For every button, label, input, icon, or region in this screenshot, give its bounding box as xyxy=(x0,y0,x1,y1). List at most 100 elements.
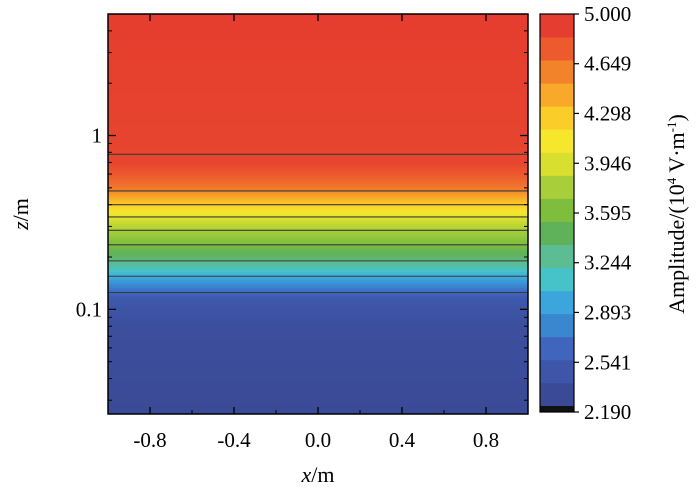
heatmap-strip xyxy=(108,122,528,125)
heatmap-strip xyxy=(108,96,528,99)
heatmap-strip xyxy=(108,298,528,301)
heatmap-strip xyxy=(108,182,528,185)
heatmap-strip xyxy=(108,398,528,401)
colorbar-band xyxy=(540,359,574,384)
heatmap-strip xyxy=(108,236,528,239)
colorbar-band xyxy=(540,152,574,176)
heatmap-strip xyxy=(108,86,528,89)
heatmap-strip xyxy=(108,118,528,121)
x-tick-label: 0.4 xyxy=(389,428,416,452)
heatmap-strip xyxy=(108,250,528,253)
heatmap-strip xyxy=(108,204,528,207)
heatmap-strip xyxy=(108,150,528,153)
colorbar-tick-label: 3.595 xyxy=(584,201,631,225)
x-axis-ticks: -0.8 -0.4 0.0 0.4 0.8 xyxy=(107,14,529,452)
heatmap-strip xyxy=(108,278,528,281)
heatmap-strip xyxy=(108,394,528,397)
colorbar-tick-label: 2.190 xyxy=(584,400,631,424)
heatmap-strip xyxy=(108,344,528,347)
heatmap-strip xyxy=(108,402,528,405)
heatmap-strip xyxy=(108,74,528,77)
heatmap-strip xyxy=(108,210,528,213)
heatmap-strip xyxy=(108,370,528,373)
heatmap-strip xyxy=(108,356,528,359)
colorbar-ticks: 5.000 4.649 4.298 3.946 3.595 3.244 2.893 2.541… xyxy=(574,2,632,424)
heatmap-strip xyxy=(108,294,528,297)
heatmap-strip xyxy=(108,28,528,31)
y-axis-label-unit: /m xyxy=(8,198,33,221)
heatmap-strip xyxy=(108,108,528,111)
heatmap-strip xyxy=(108,116,528,119)
heatmap-strip xyxy=(108,142,528,145)
colorbar-tick-label: 2.541 xyxy=(584,350,631,374)
heatmap-strip xyxy=(108,224,528,227)
heatmap-strip xyxy=(108,152,528,155)
heatmap-strip xyxy=(108,94,528,97)
colorbar xyxy=(540,14,574,412)
heatmap-strip xyxy=(108,186,528,189)
heatmap-strip xyxy=(108,126,528,129)
colorbar-tick-label: 3.244 xyxy=(584,251,632,275)
heatmap-strip xyxy=(108,54,528,57)
heatmap-strip xyxy=(108,84,528,87)
heatmap-strip xyxy=(108,112,528,115)
x-tick-label: 0.8 xyxy=(473,428,499,452)
colorbar-label-mid: V·m xyxy=(664,132,689,177)
heatmap-strip xyxy=(108,340,528,343)
y-axis-ticks: 0.11 xyxy=(76,13,528,401)
heatmap-strip xyxy=(108,176,528,179)
heatmap-strip xyxy=(108,194,528,197)
heatmap-strip xyxy=(108,102,528,105)
colorbar-tick-label: 3.946 xyxy=(584,151,631,175)
heatmap-strip xyxy=(108,354,528,357)
heatmap-strip xyxy=(108,350,528,353)
heatmap-strip xyxy=(108,376,528,379)
heatmap-strip xyxy=(108,36,528,39)
heatmap-strip xyxy=(108,368,528,371)
heatmap-strip xyxy=(108,254,528,257)
heatmap-strip xyxy=(108,272,528,275)
heatmap-strip xyxy=(108,338,528,341)
heatmap-strip xyxy=(108,188,528,191)
heatmap-strip xyxy=(108,56,528,59)
colorbar-band xyxy=(540,244,574,269)
heatmap-strip xyxy=(108,276,528,279)
colorbar-tick-label: 2.893 xyxy=(584,300,631,324)
heatmap-strip xyxy=(108,200,528,203)
heatmap-strip xyxy=(108,252,528,255)
colorbar-band xyxy=(540,221,574,245)
y-axis-label-var: z xyxy=(8,221,33,231)
heatmap-strip xyxy=(108,386,528,389)
heatmap-strip xyxy=(108,348,528,351)
colorbar-label-end: ) xyxy=(664,114,689,121)
heatmap-strip xyxy=(108,246,528,249)
heatmap-strip xyxy=(108,60,528,63)
heatmap-strip xyxy=(108,76,528,79)
heatmap-strip xyxy=(108,160,528,163)
heatmap-strip xyxy=(108,310,528,313)
colorbar-band xyxy=(540,382,574,407)
heatmap-strip xyxy=(108,22,528,25)
heatmap-strip xyxy=(108,80,528,83)
heatmap-strip xyxy=(108,248,528,251)
heatmap-strip xyxy=(108,44,528,47)
heatmap-strip xyxy=(108,228,528,231)
heatmap-strip xyxy=(108,262,528,265)
heatmap-strip xyxy=(108,46,528,49)
heatmap-strip xyxy=(108,192,528,195)
heatmap-strip xyxy=(108,292,528,295)
heatmap-strip xyxy=(108,58,528,61)
heatmap-strip xyxy=(108,396,528,399)
heatmap-strip xyxy=(108,330,528,333)
heatmap-strip xyxy=(108,106,528,109)
heatmap-strip xyxy=(108,130,528,133)
heatmap-strip xyxy=(108,114,528,117)
x-axis-label-var: x xyxy=(301,462,312,487)
heatmap-strip xyxy=(108,318,528,321)
heatmap-strip xyxy=(108,206,528,209)
heatmap-strip xyxy=(108,24,528,27)
heatmap-strip xyxy=(108,198,528,201)
heatmap-strip xyxy=(108,314,528,317)
colorbar-label-sup2: -1 xyxy=(664,122,679,133)
